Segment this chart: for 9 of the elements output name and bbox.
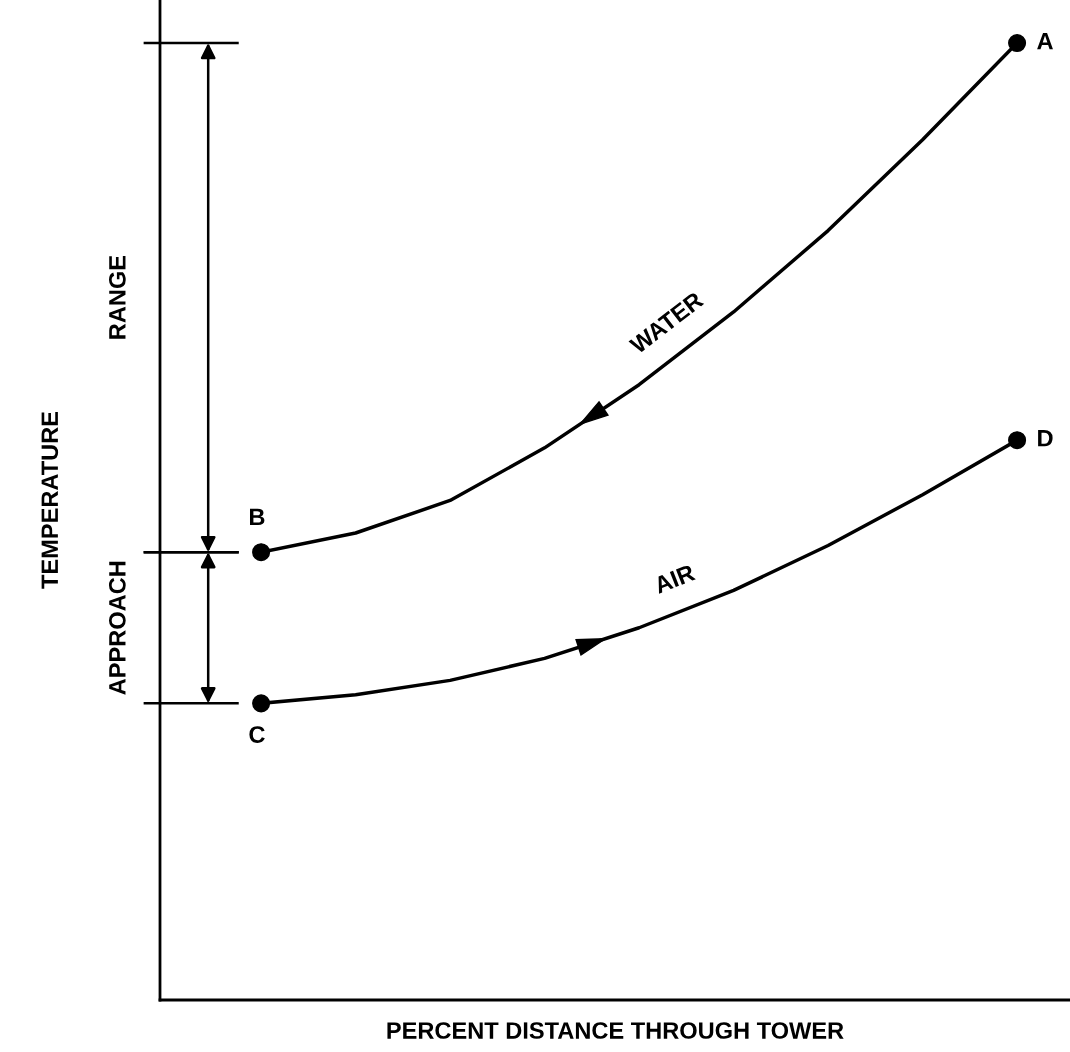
annotation: A	[1037, 32, 1053, 50]
annotation: B	[250, 508, 265, 526]
y-axis-title: TEMPERATURE	[41, 411, 59, 589]
text: RANGE	[108, 255, 126, 339]
x-axis-title: PERCENT DISTANCE THROUGH TOWER	[387, 1022, 844, 1039]
text: APPROACH	[108, 561, 126, 695]
annotation: AIR	[653, 564, 696, 594]
annotation: C	[249, 726, 265, 743]
annotation: D	[1038, 430, 1053, 447]
